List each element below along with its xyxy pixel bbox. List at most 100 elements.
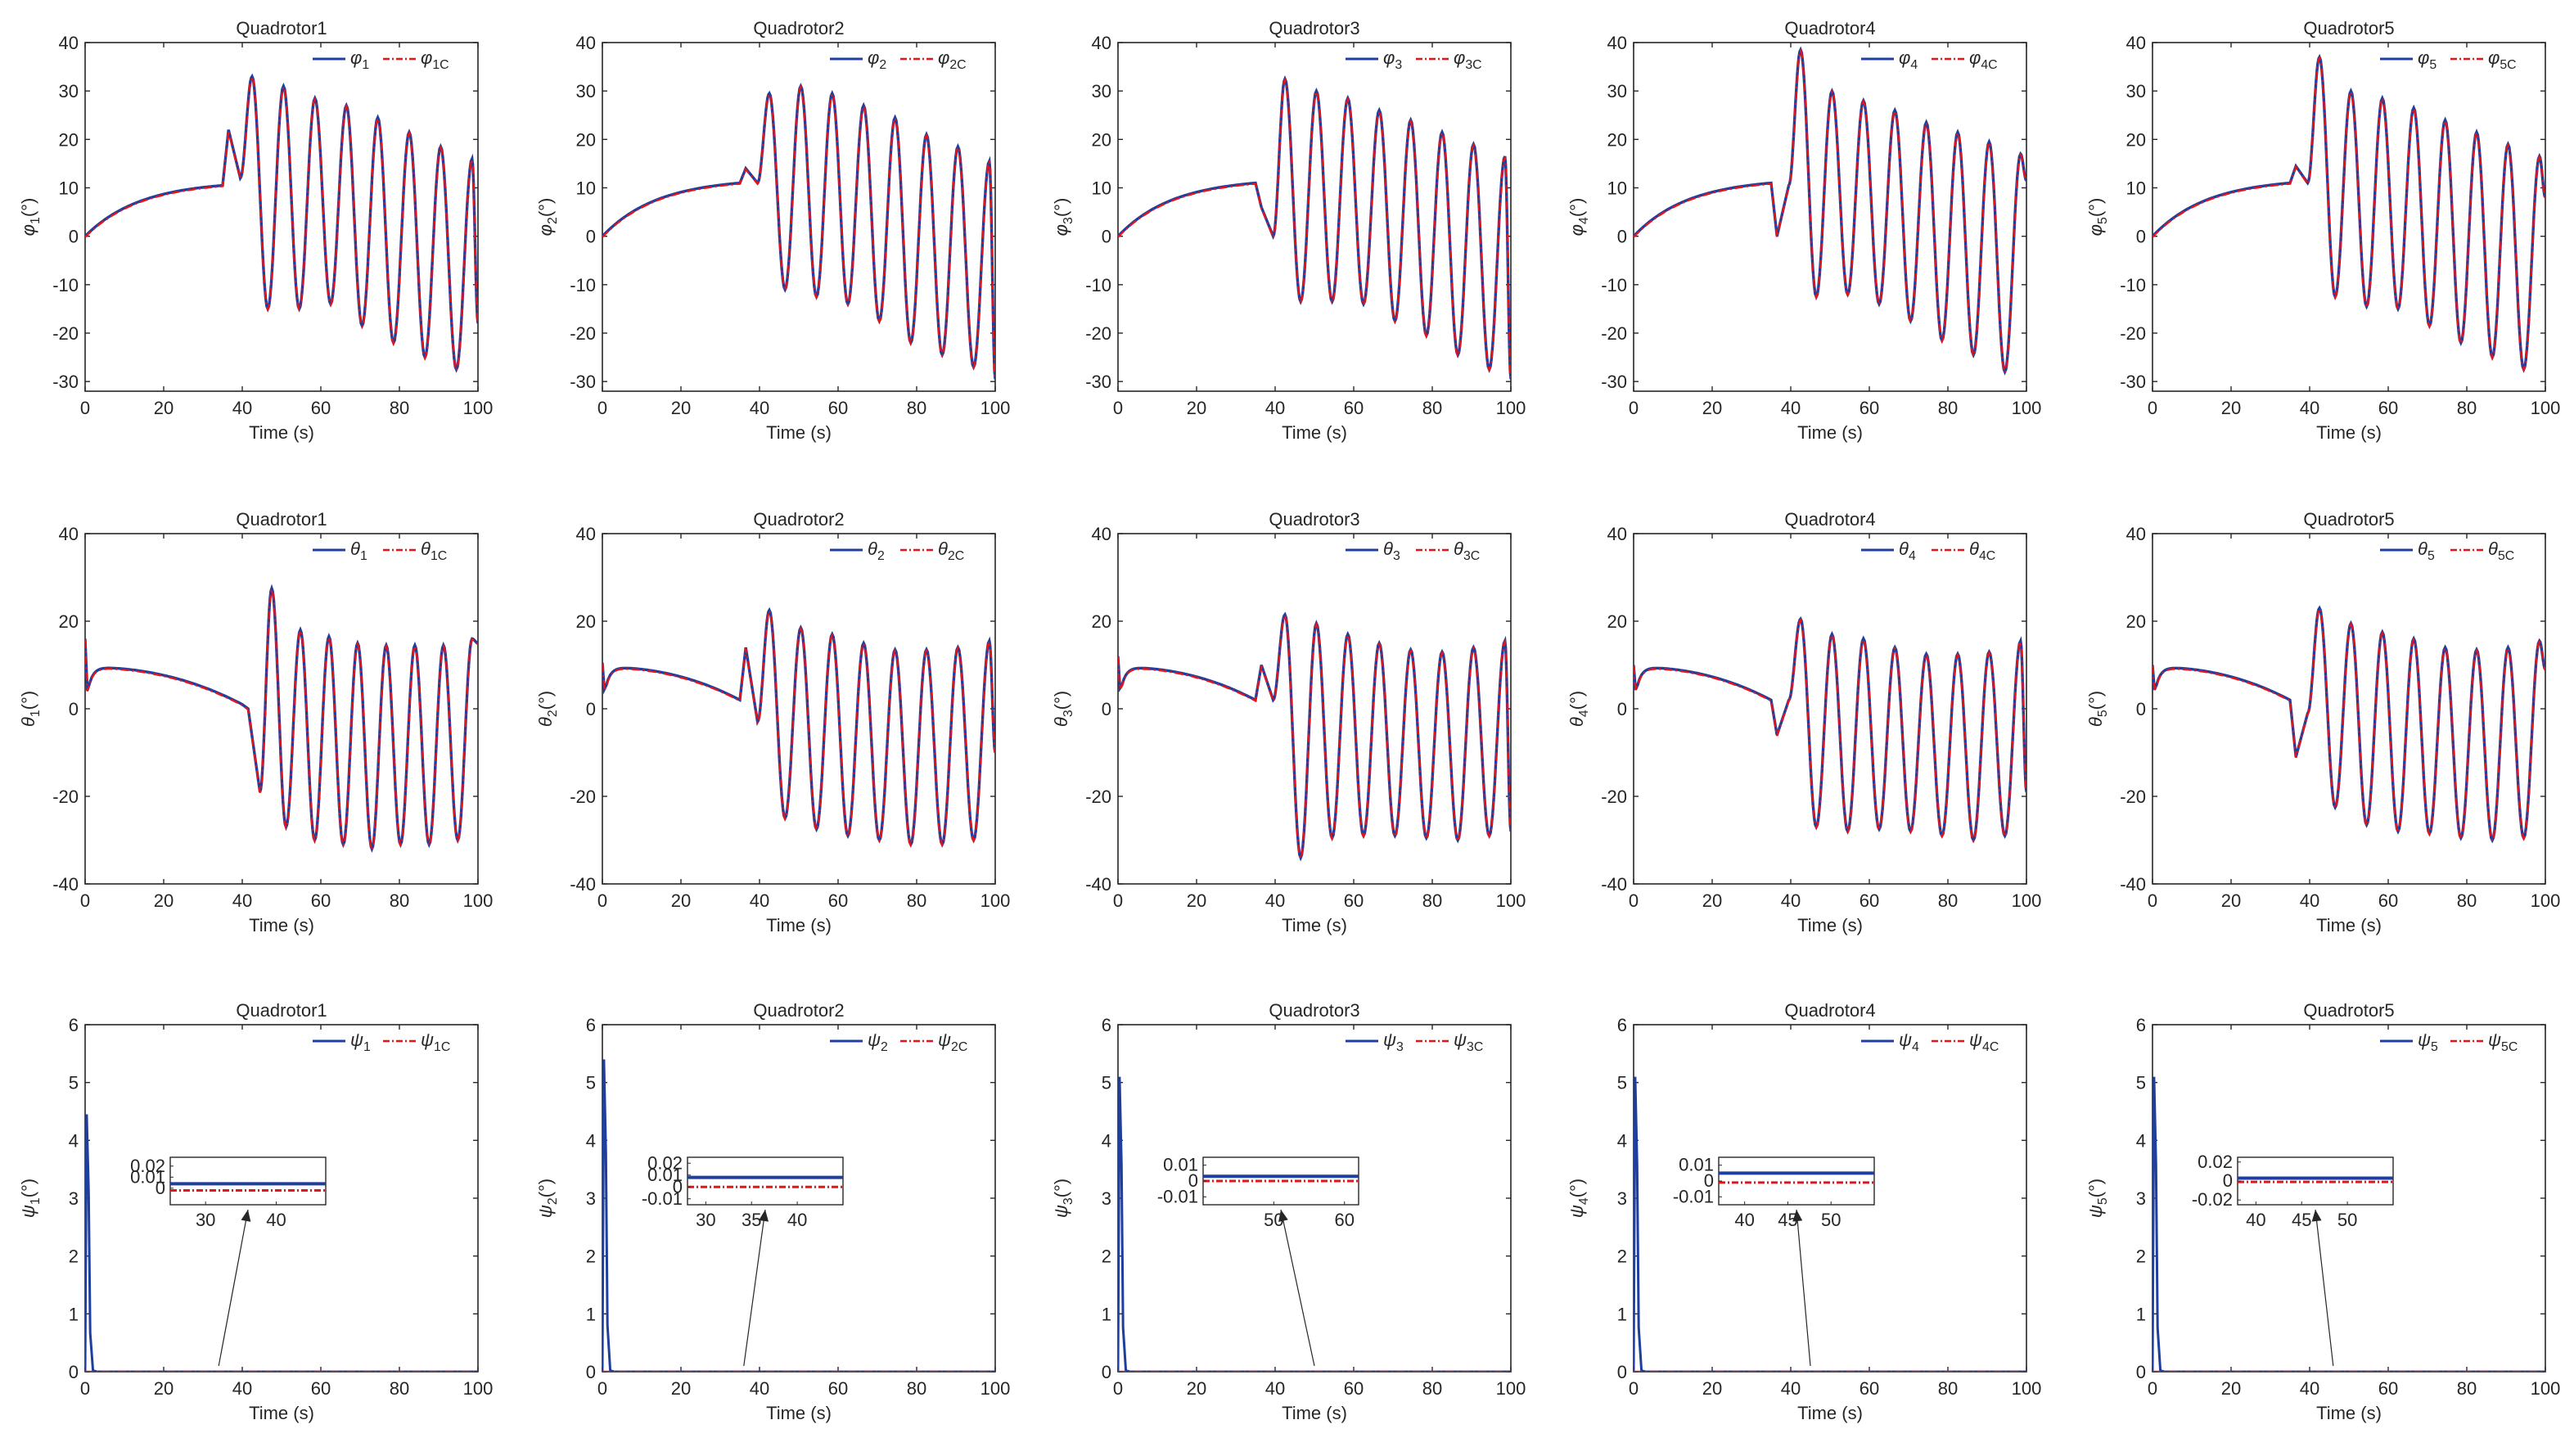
inset-y-tick-label: -0.01 — [1673, 1186, 1714, 1206]
y-axis-label: φ3(°) — [1051, 198, 1075, 237]
y-tick-label: 2 — [69, 1246, 79, 1267]
y-tick-label: 20 — [1092, 611, 1111, 632]
x-axis-label: Time (s) — [249, 1403, 314, 1423]
x-tick-label: 20 — [1187, 398, 1206, 418]
y-tick-label: 1 — [1617, 1304, 1627, 1324]
subplot-phi-quadrotor3: Quadrotor3 0 20 40 60 80 100 Time (s) -30 -20 -10 0… — [1051, 18, 1526, 443]
legend: ψ3 ψ3C — [1346, 1030, 1483, 1054]
y-tick-label: 4 — [2136, 1130, 2146, 1151]
inset-y-tick-label: 0.02 — [647, 1152, 683, 1173]
x-tick-label: 0 — [597, 1378, 607, 1399]
zoom-inset: 30 35 40 0.020.010-0.01 — [642, 1152, 844, 1367]
x-tick-label: 100 — [2012, 398, 2042, 418]
x-tick-label: 0 — [2148, 890, 2157, 911]
x-tick-label: 0 — [1113, 890, 1123, 911]
subplot-psi-quadrotor1: Quadrotor1 0 20 40 60 80 100 Time (s) 0 1 2 3 4 5 6 ψ1(… — [18, 1000, 493, 1423]
y-axis-label: φ5(°) — [2085, 198, 2110, 237]
zoom-arrow-head — [1278, 1210, 1288, 1222]
legend-label-commanded: θ4C — [1969, 539, 1995, 563]
legend-label-measured: ψ3 — [1383, 1030, 1404, 1054]
y-tick-label: 20 — [2126, 129, 2146, 150]
x-tick-label: 60 — [2378, 890, 2398, 911]
x-tick-label: 60 — [1860, 1378, 1879, 1399]
series-measured — [1634, 1076, 2026, 1372]
series-measured — [1634, 615, 2026, 844]
y-tick-label: 1 — [69, 1304, 79, 1324]
y-tick-label: 0 — [1617, 699, 1627, 719]
y-tick-label: 10 — [1607, 178, 1627, 199]
x-tick-label: 40 — [1265, 398, 1285, 418]
y-tick-label: 40 — [1092, 33, 1111, 53]
legend-label-measured: θ3 — [1383, 539, 1400, 563]
x-tick-label: 100 — [1496, 890, 1526, 911]
x-axis-label: Time (s) — [2316, 915, 2382, 935]
inset-y-tick-label: -0.01 — [642, 1188, 683, 1209]
inset-y-tick-label: 0.01 — [130, 1166, 165, 1187]
x-tick-label: 40 — [232, 398, 252, 418]
y-tick-label: -20 — [2120, 323, 2146, 344]
y-tick-label: 3 — [2136, 1188, 2146, 1209]
y-tick-label: 1 — [1102, 1304, 1111, 1324]
x-axis-label: Time (s) — [1797, 1403, 1863, 1423]
x-tick-label: 80 — [907, 890, 926, 911]
subplot-psi-quadrotor4: Quadrotor4 0 20 40 60 80 100 Time (s) 0 1 2 3 4 5 6 ψ4(… — [1566, 1000, 2041, 1423]
y-tick-label: 6 — [1617, 1015, 1627, 1035]
y-tick-label: 0 — [1617, 227, 1627, 247]
x-tick-label: 80 — [907, 398, 926, 418]
y-tick-label: -30 — [570, 372, 596, 392]
zoom-arrow-head — [1792, 1210, 1803, 1222]
inset-x-tick-label: 35 — [742, 1210, 761, 1230]
x-tick-label: 60 — [828, 398, 848, 418]
y-tick-label: -20 — [52, 787, 79, 807]
axes-box — [602, 533, 996, 885]
zoom-arrow-head — [241, 1210, 251, 1222]
axes-box — [1117, 533, 1512, 885]
y-tick-label: 5 — [1617, 1073, 1627, 1093]
y-tick-label: -20 — [1601, 323, 1627, 344]
zoom-inset: 30 40 0.020.010 — [130, 1156, 327, 1367]
y-tick-label: 5 — [586, 1073, 596, 1093]
y-axis-label: ψ1(°) — [18, 1179, 43, 1218]
y-tick-label: -20 — [1085, 787, 1111, 807]
x-tick-label: 0 — [1113, 1378, 1123, 1399]
inset-x-tick-label: 50 — [1821, 1210, 1841, 1230]
x-tick-label: 40 — [1265, 1378, 1285, 1399]
subplot-title: Quadrotor3 — [1269, 18, 1359, 38]
y-tick-label: 30 — [59, 81, 79, 101]
legend-label-commanded: ψ5C — [2488, 1030, 2518, 1054]
legend-label-commanded: θ2C — [938, 539, 964, 563]
y-tick-label: -20 — [1085, 323, 1111, 344]
legend: φ4 φ4C — [1861, 47, 1998, 72]
axes-box — [602, 42, 996, 392]
plot-area — [1634, 46, 2026, 376]
legend-label-measured: θ2 — [868, 539, 885, 563]
x-tick-label: 40 — [1781, 890, 1801, 911]
y-tick-label: 0 — [69, 227, 79, 247]
legend-label-commanded: θ5C — [2488, 539, 2514, 563]
x-tick-label: 0 — [1629, 1378, 1639, 1399]
subplot-phi-quadrotor4: Quadrotor4 0 20 40 60 80 100 Time (s) -30 -20 -10 0… — [1566, 18, 2041, 443]
y-tick-label: 1 — [2136, 1304, 2146, 1324]
x-tick-label: 20 — [671, 398, 691, 418]
subplot-theta-quadrotor1: Quadrotor1 0 20 40 60 80 100 Time (s) -40 -20 0 20 4… — [18, 509, 493, 935]
inset-y-tick-label: 0.01 — [1163, 1155, 1198, 1175]
x-tick-label: 60 — [1344, 890, 1364, 911]
y-tick-label: 5 — [2136, 1073, 2146, 1093]
x-axis-label: Time (s) — [766, 1403, 832, 1423]
y-axis-label: ψ4(°) — [1566, 1179, 1591, 1218]
legend-label-commanded: θ3C — [1454, 539, 1480, 563]
y-tick-label: 20 — [1607, 611, 1627, 632]
inset-y-tick-label: 0 — [156, 1178, 165, 1198]
x-tick-label: 20 — [671, 1378, 691, 1399]
zoom-arrow — [218, 1209, 249, 1367]
legend: φ3 φ3C — [1346, 47, 1482, 72]
x-tick-label: 80 — [390, 1378, 409, 1399]
series-measured — [85, 584, 478, 853]
inset-box — [1718, 1156, 1875, 1206]
inset-y-tick-label: 0.01 — [1679, 1155, 1714, 1175]
legend-label-commanded: φ5C — [2488, 47, 2517, 72]
x-tick-label: 80 — [1938, 890, 1958, 911]
y-tick-label: 40 — [1092, 524, 1111, 544]
series-commanded — [1634, 617, 2026, 844]
